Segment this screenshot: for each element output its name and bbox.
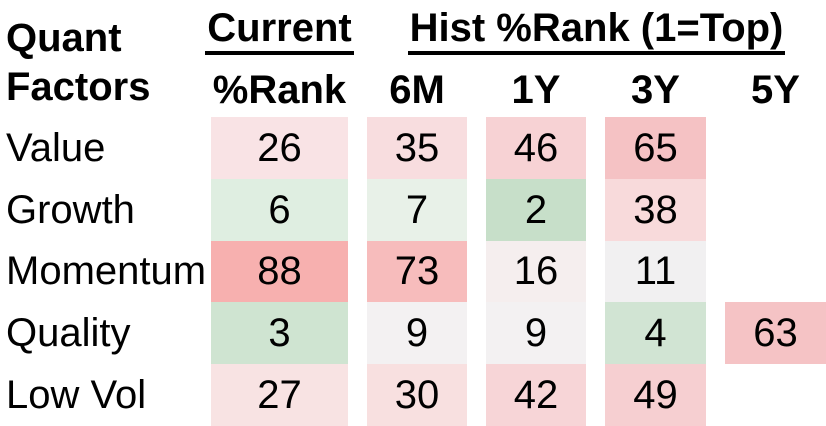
row-label-value: Value bbox=[6, 125, 106, 170]
cell-momentum-6m: 73 bbox=[367, 240, 467, 303]
cell-value-1y: 46 bbox=[486, 117, 586, 179]
cell-lowvol-3y: 49 bbox=[605, 364, 706, 426]
cell-quality-5y: 63 bbox=[725, 302, 826, 365]
cell-growth-6m: 7 bbox=[367, 178, 467, 241]
cell-growth-3y: 38 bbox=[605, 178, 706, 241]
cell-quality-3y: 4 bbox=[605, 302, 706, 365]
cell-momentum-3y: 11 bbox=[605, 240, 706, 303]
row-label-low-vol: Low Vol bbox=[6, 373, 147, 418]
hist-group-label: Hist %Rank (1=Top) bbox=[407, 8, 786, 55]
current-group-header: Current bbox=[205, 0, 354, 62]
cell-value-current: 26 bbox=[211, 117, 348, 179]
cell-quality-6m: 9 bbox=[367, 302, 467, 365]
column-header-3y: 3Y bbox=[631, 67, 680, 112]
cell-lowvol-1y: 42 bbox=[486, 364, 586, 426]
column-header-6m: 6M bbox=[389, 67, 445, 112]
row-label-quality: Quality bbox=[6, 311, 131, 356]
cell-value-3y: 65 bbox=[605, 117, 706, 179]
cell-lowvol-6m: 30 bbox=[367, 364, 467, 426]
row-label-growth: Growth bbox=[6, 187, 135, 232]
cell-value-6m: 35 bbox=[367, 117, 467, 179]
cell-momentum-5y bbox=[725, 241, 826, 303]
cell-momentum-current: 88 bbox=[211, 240, 348, 303]
column-header-percent-rank: %Rank bbox=[212, 67, 347, 112]
cell-growth-1y: 2 bbox=[486, 178, 586, 241]
cell-lowvol-5y bbox=[725, 364, 826, 426]
current-group-label: Current bbox=[205, 8, 354, 55]
corner-line1: Quant bbox=[6, 16, 122, 60]
cell-growth-5y bbox=[725, 179, 826, 241]
table-corner-label: Quant Factors bbox=[0, 0, 192, 117]
cell-quality-current: 3 bbox=[211, 302, 348, 365]
cell-quality-1y: 9 bbox=[486, 302, 586, 365]
cell-lowvol-current: 27 bbox=[211, 364, 348, 426]
column-header-1y: 1Y bbox=[511, 67, 561, 112]
row-label-momentum: Momentum bbox=[6, 249, 207, 294]
cell-value-5y bbox=[725, 117, 826, 179]
cell-momentum-1y: 16 bbox=[486, 240, 586, 303]
cell-growth-current: 6 bbox=[211, 178, 348, 241]
corner-line2: Factors bbox=[6, 65, 151, 109]
column-header-5y: 5Y bbox=[751, 67, 800, 112]
hist-group-header: Hist %Rank (1=Top) bbox=[367, 0, 826, 62]
